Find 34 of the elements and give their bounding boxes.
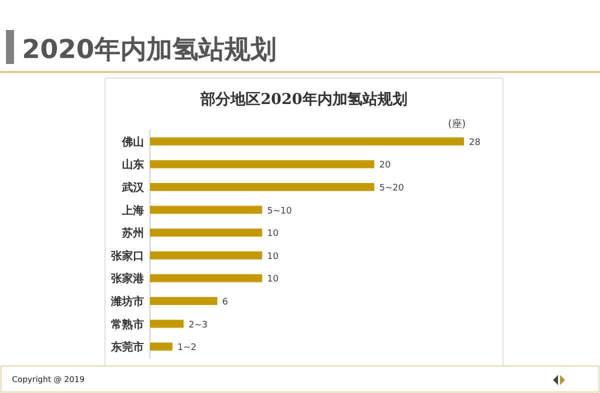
y-tick-label: 上海 bbox=[121, 204, 144, 217]
bar bbox=[150, 160, 374, 168]
y-tick-label: 苏州 bbox=[121, 226, 144, 240]
data-label: 5~10 bbox=[267, 206, 292, 216]
bar bbox=[150, 228, 262, 237]
y-tick-label: 潍坊市 bbox=[110, 295, 144, 308]
bar bbox=[150, 297, 218, 305]
data-label: 6 bbox=[222, 298, 228, 308]
data-label: 20 bbox=[379, 160, 392, 171]
data-label: 5~20 bbox=[379, 184, 404, 194]
text: Copyright @ 2019 bbox=[12, 375, 85, 384]
bar bbox=[150, 274, 262, 282]
data-label: 10 bbox=[267, 274, 279, 285]
bar bbox=[150, 206, 262, 214]
bar bbox=[150, 137, 464, 146]
y-tick-label: 常熟市 bbox=[111, 318, 144, 331]
y-tick-label: 张家口 bbox=[111, 249, 144, 262]
chart-subtitle: 部分地区2020年内加氢站规划 bbox=[200, 90, 408, 108]
y-tick-label: 山东 bbox=[122, 158, 144, 172]
bar bbox=[150, 320, 184, 328]
annotation: (座) bbox=[448, 118, 466, 130]
y-tick-label: 佛山 bbox=[121, 135, 144, 148]
chart-title: 2020年内加氢站规划 bbox=[22, 35, 276, 65]
bar bbox=[150, 251, 262, 260]
data-label: 10 bbox=[267, 229, 279, 240]
bar bbox=[150, 342, 172, 351]
data-label: 2~3 bbox=[188, 320, 208, 330]
y-tick-label: 东莞市 bbox=[110, 340, 144, 354]
data-label: 1~2 bbox=[177, 343, 196, 354]
bar bbox=[150, 183, 374, 191]
y-tick-label: 武汉 bbox=[121, 181, 145, 194]
data-label: 10 bbox=[267, 252, 279, 262]
data-label: 28 bbox=[469, 138, 481, 148]
y-tick-label: 张家港 bbox=[111, 272, 145, 286]
